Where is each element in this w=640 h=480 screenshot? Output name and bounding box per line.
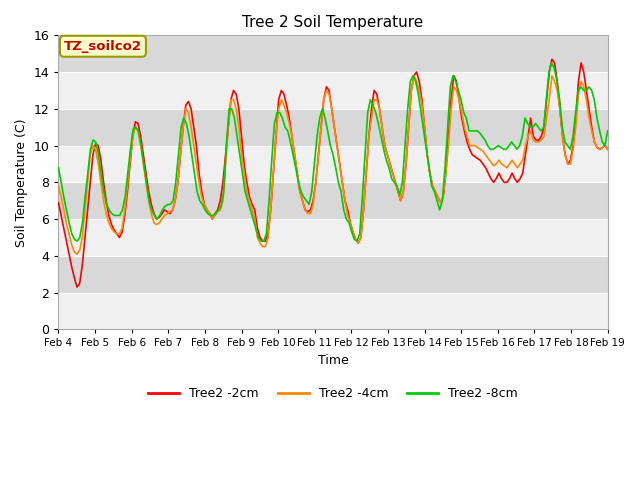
Bar <box>58 145 607 182</box>
Title: Tree 2 Soil Temperature: Tree 2 Soil Temperature <box>243 15 424 30</box>
Legend: Tree2 -2cm, Tree2 -4cm, Tree2 -8cm: Tree2 -2cm, Tree2 -4cm, Tree2 -8cm <box>143 383 523 406</box>
Y-axis label: Soil Temperature (C): Soil Temperature (C) <box>15 118 28 247</box>
Bar <box>58 72 607 109</box>
Bar <box>58 293 607 329</box>
X-axis label: Time: Time <box>317 354 348 367</box>
Text: TZ_soilco2: TZ_soilco2 <box>64 40 142 53</box>
Bar <box>58 219 607 256</box>
